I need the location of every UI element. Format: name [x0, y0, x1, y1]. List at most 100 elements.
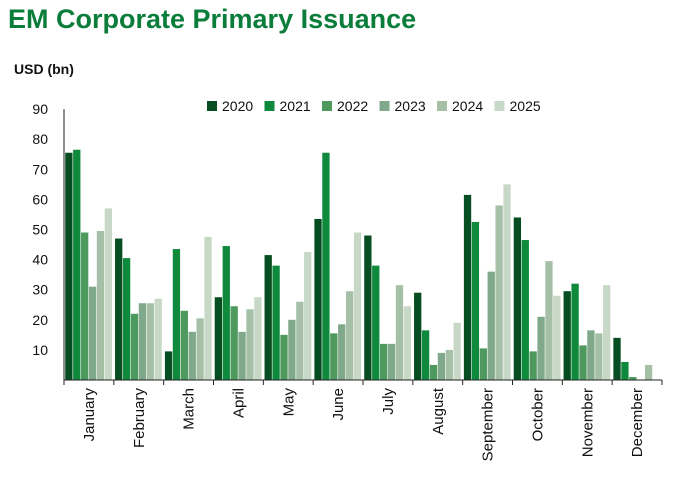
bar-march-2025 [204, 237, 212, 380]
bar-may-2025 [304, 252, 312, 380]
bar-september-2021 [471, 221, 480, 380]
bar-april-2022 [230, 306, 238, 380]
y-tick-label: 80 [32, 131, 48, 147]
legend-swatch-2020 [207, 101, 217, 111]
bar-december-2022 [629, 376, 637, 380]
bar-february-2022 [130, 313, 139, 380]
bar-june-2022 [330, 333, 338, 380]
bar-august-2023 [437, 352, 446, 380]
y-tick-label: 70 [32, 161, 48, 177]
bar-april-2025 [254, 297, 262, 380]
bar-december-2024 [644, 364, 653, 380]
x-tick-label-march: March [181, 388, 198, 430]
legend-swatch-2021 [264, 101, 275, 111]
bar-september-2020 [463, 194, 472, 380]
x-tick-label-july: July [380, 388, 397, 415]
x-tick-label-february: February [131, 388, 148, 449]
bar-september-2025 [503, 184, 511, 380]
bar-april-2020 [214, 297, 223, 380]
x-tick-label-august: August [430, 387, 447, 435]
legend: 2020 2021 2022 2023 2024 2025 [207, 98, 541, 114]
legend-label-2025: 2025 [510, 98, 541, 114]
bar-august-2022 [429, 364, 438, 380]
bar-january-2021 [73, 149, 81, 380]
bar-january-2022 [81, 232, 89, 380]
y-tick-label: 90 [32, 101, 48, 117]
bar-july-2024 [395, 285, 404, 380]
bar-may-2020 [264, 255, 272, 380]
x-tick-label-december: December [629, 388, 646, 457]
bar-november-2022 [579, 345, 587, 380]
bar-january-2024 [96, 231, 105, 380]
legend-label-2023: 2023 [395, 98, 426, 114]
bar-march-2021 [172, 249, 181, 380]
legend-swatch-2024 [437, 101, 447, 111]
bar-july-2020 [364, 235, 372, 380]
chart-title: EM Corporate Primary Issuance [8, 4, 417, 34]
x-tick-label-october: October [529, 388, 546, 441]
bar-october-2020 [513, 217, 522, 380]
bar-april-2023 [238, 331, 246, 380]
y-axis-unit-label: USD (bn) [14, 61, 74, 77]
bar-november-2025 [603, 285, 611, 380]
bar-november-2021 [571, 283, 579, 380]
bar-august-2020 [414, 292, 422, 380]
legend-swatch-2023 [379, 101, 390, 111]
bar-november-2024 [595, 333, 603, 380]
y-tick-label: 50 [32, 222, 48, 238]
bar-may-2024 [296, 301, 304, 380]
axes-group: 10 20 30 40 50 60 70 80 90 January February March Ap… [32, 101, 663, 461]
bar-february-2023 [138, 303, 147, 380]
y-tick-label: 10 [32, 342, 48, 358]
legend-label-2024: 2024 [452, 98, 483, 114]
bar-june-2024 [345, 291, 354, 380]
bar-july-2022 [380, 343, 388, 380]
bar-october-2022 [529, 351, 537, 380]
legend-swatch-2025 [494, 101, 505, 111]
bar-february-2020 [115, 238, 123, 380]
bar-august-2021 [421, 330, 430, 380]
bar-february-2025 [154, 298, 162, 380]
bar-august-2025 [453, 322, 461, 380]
bar-december-2021 [621, 361, 629, 380]
bar-june-2023 [338, 324, 346, 380]
bar-october-2023 [537, 316, 545, 380]
bar-july-2023 [387, 343, 396, 380]
bar-june-2021 [322, 152, 330, 380]
bar-june-2020 [314, 218, 322, 380]
bar-march-2020 [164, 351, 173, 380]
x-tick-label-september: September [480, 388, 497, 461]
y-tick-label: 20 [32, 312, 48, 328]
y-tick-label: 30 [32, 282, 48, 298]
bar-june-2025 [353, 232, 362, 380]
legend-label-2020: 2020 [222, 98, 253, 114]
bars-group [65, 149, 653, 380]
legend-label-2022: 2022 [337, 98, 368, 114]
bar-january-2020 [65, 152, 73, 380]
bar-may-2022 [280, 334, 288, 380]
bar-december-2020 [613, 337, 621, 380]
bar-september-2023 [487, 271, 495, 380]
bar-march-2022 [180, 310, 188, 380]
bar-february-2024 [146, 303, 154, 380]
bar-october-2024 [545, 261, 553, 380]
bar-september-2022 [479, 348, 487, 380]
x-tick-label-april: April [230, 388, 247, 418]
bar-october-2025 [553, 295, 561, 380]
bar-february-2021 [122, 258, 131, 380]
bar-november-2020 [563, 291, 571, 380]
x-tick-label-may: May [280, 388, 297, 417]
bar-august-2024 [445, 349, 453, 380]
bar-march-2024 [196, 318, 204, 380]
bar-january-2025 [104, 208, 113, 380]
bar-april-2024 [246, 309, 254, 380]
bar-october-2021 [521, 240, 529, 380]
bar-january-2023 [88, 286, 97, 380]
legend-swatch-2022 [322, 101, 332, 111]
bar-march-2023 [188, 331, 196, 380]
bar-may-2023 [288, 319, 296, 380]
legend-label-2021: 2021 [280, 98, 311, 114]
y-tick-label: 60 [32, 191, 48, 207]
bar-july-2021 [372, 265, 380, 380]
